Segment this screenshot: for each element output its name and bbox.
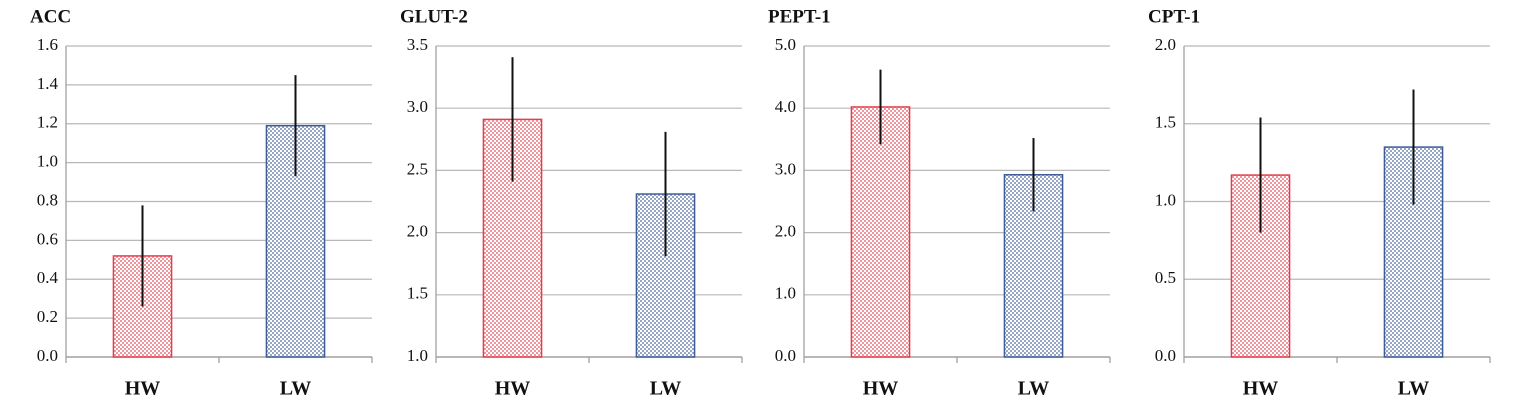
y-tick-label: 1.5 [407,284,428,303]
y-tick-label: 0.6 [37,229,58,248]
y-tick-label: 2.0 [775,222,796,241]
y-tick-label: 1.0 [775,284,796,303]
y-tick-label: 0.2 [37,307,58,326]
y-tick-label: 0.0 [37,346,58,365]
y-tick-label: 5.0 [775,35,796,54]
y-tick-label: 1.6 [37,35,58,54]
x-tick-label: LW [1398,378,1430,400]
y-tick-label: 3.5 [407,35,428,54]
bar [850,106,911,358]
y-tick-label: 0.4 [37,268,59,287]
x-tick-label: HW [1243,378,1279,400]
y-tick-label: 1.4 [37,74,59,93]
y-tick-label: 0.0 [1155,346,1176,365]
y-tick-label: 2.0 [1155,35,1176,54]
y-tick-label: 0.5 [1155,268,1176,287]
y-tick-label: 1.0 [407,346,428,365]
x-tick-label: HW [125,378,161,400]
y-tick-label: 3.0 [775,159,796,178]
chart-title: ACC [30,6,71,27]
y-tick-label: 1.5 [1155,113,1176,132]
x-tick-label: LW [650,378,682,400]
y-tick-label: 1.2 [37,113,58,132]
y-tick-label: 2.0 [407,222,428,241]
y-tick-label: 1.0 [37,152,58,171]
x-tick-label: HW [863,378,899,400]
y-tick-label: 0.0 [775,346,796,365]
x-tick-label: HW [495,378,531,400]
chart-title: GLUT-2 [400,6,468,27]
y-tick-label: 0.8 [37,190,58,209]
y-tick-label: 2.5 [407,159,428,178]
y-tick-label: 4.0 [775,97,796,116]
chart-title: CPT-1 [1148,6,1200,27]
chart-title: PEPT-1 [768,6,831,27]
y-tick-label: 1.0 [1155,190,1176,209]
x-tick-label: LW [280,378,312,400]
y-tick-label: 3.0 [407,97,428,116]
x-tick-label: LW [1018,378,1050,400]
